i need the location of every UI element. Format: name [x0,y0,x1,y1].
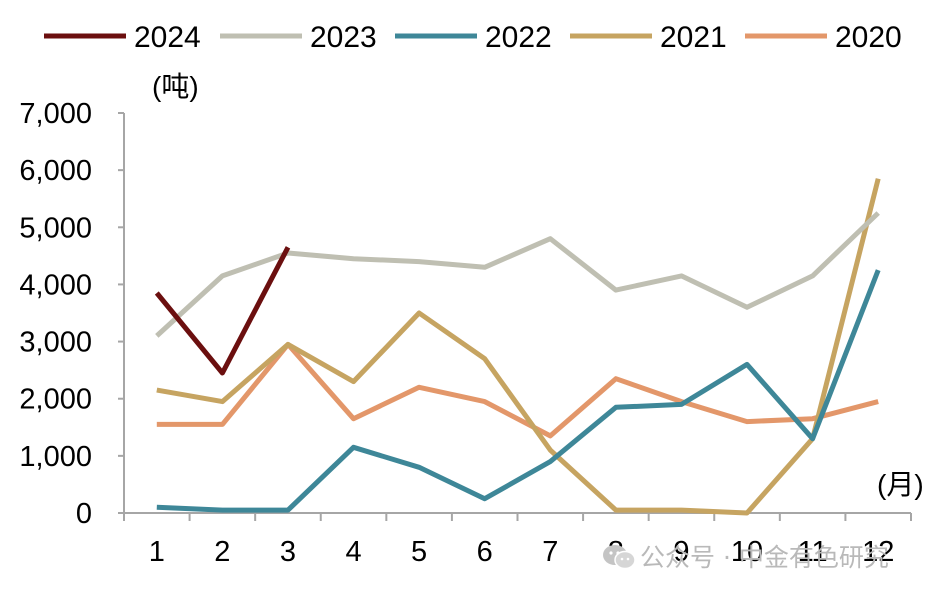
x-tick-label: 6 [477,536,493,568]
series-line-2024 [154,246,291,376]
legend-label: 2021 [660,21,727,54]
legend-label: 2024 [134,21,201,54]
x-tick-label: 5 [411,536,427,568]
series-line-2022 [156,269,881,513]
legend-label: 2020 [835,21,902,54]
y-tick-label: 3,000 [19,327,92,359]
y-tick-label: 6,000 [19,155,92,187]
y-tick-label: 5,000 [19,212,92,244]
series-line-2021 [156,178,881,516]
watermark-text: 公众号 · 中金有色研究 [640,543,889,572]
x-axis-unit-label: (月) [877,469,924,500]
x-tick-label: 1 [149,536,165,568]
x-tick-label: 2 [214,536,230,568]
series-layer [154,178,881,516]
x-tick-label: 7 [542,536,558,568]
legend-item-2023: 2023 [220,21,377,54]
x-tick-label: 9 [673,536,689,568]
x-tick-label: 10 [731,536,763,568]
legend-label: 2022 [485,21,552,54]
x-tick-label: 12 [862,536,894,568]
legend-item-2021: 2021 [570,21,727,54]
x-tick-label: 3 [280,536,296,568]
wechat-icon [603,545,636,570]
legend-item-2020: 2020 [745,21,902,54]
y-tick-label: 1,000 [19,441,92,473]
y-tick-label: 0 [76,498,92,530]
y-tick-label: 4,000 [19,269,92,301]
legend-item-2024: 2024 [44,21,201,54]
series-line-2023 [155,211,880,338]
watermark: 公众号 · 中金有色研究 [602,538,889,574]
series-line-2020 [156,341,879,439]
legend-item-2022: 2022 [395,21,552,54]
y-tick-label: 7,000 [19,98,92,130]
y-axis-unit-label: (吨) [152,71,199,102]
y-tick-label: 2,000 [19,384,92,416]
x-tick-label: 11 [798,536,828,568]
x-tick-label: 4 [345,536,361,568]
legend: 2024 2023 2022 2021 2020 [44,21,902,54]
legend-label: 2023 [310,21,377,54]
